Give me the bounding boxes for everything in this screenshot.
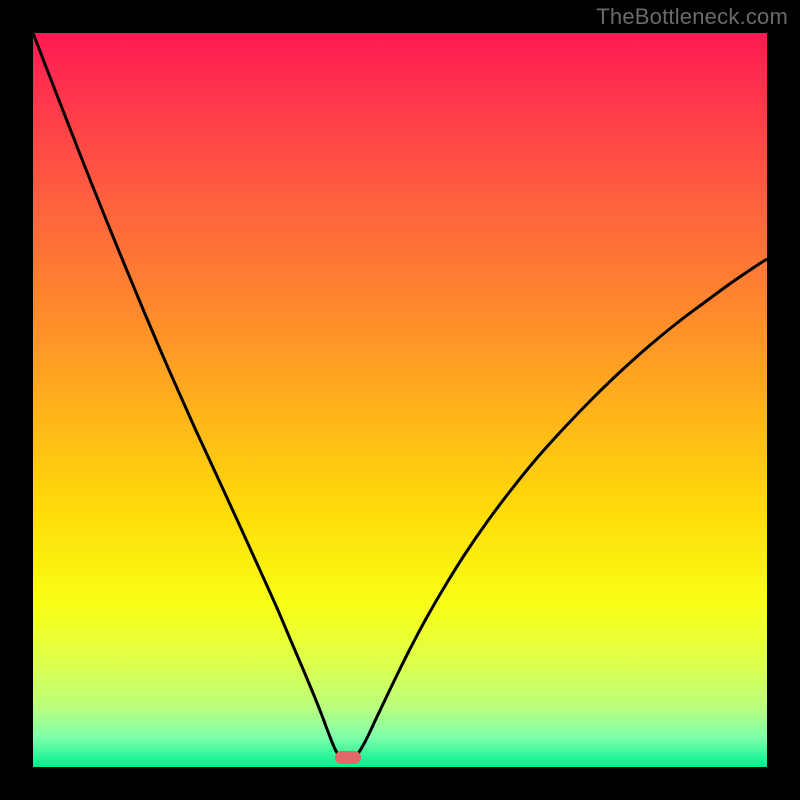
watermark-text: TheBottleneck.com	[596, 4, 788, 30]
optimal-point-marker	[335, 751, 361, 764]
chart-curves	[33, 33, 767, 767]
chart-plot-area	[33, 33, 767, 767]
curve-left-line	[33, 33, 339, 755]
curve-right-line	[357, 259, 767, 755]
